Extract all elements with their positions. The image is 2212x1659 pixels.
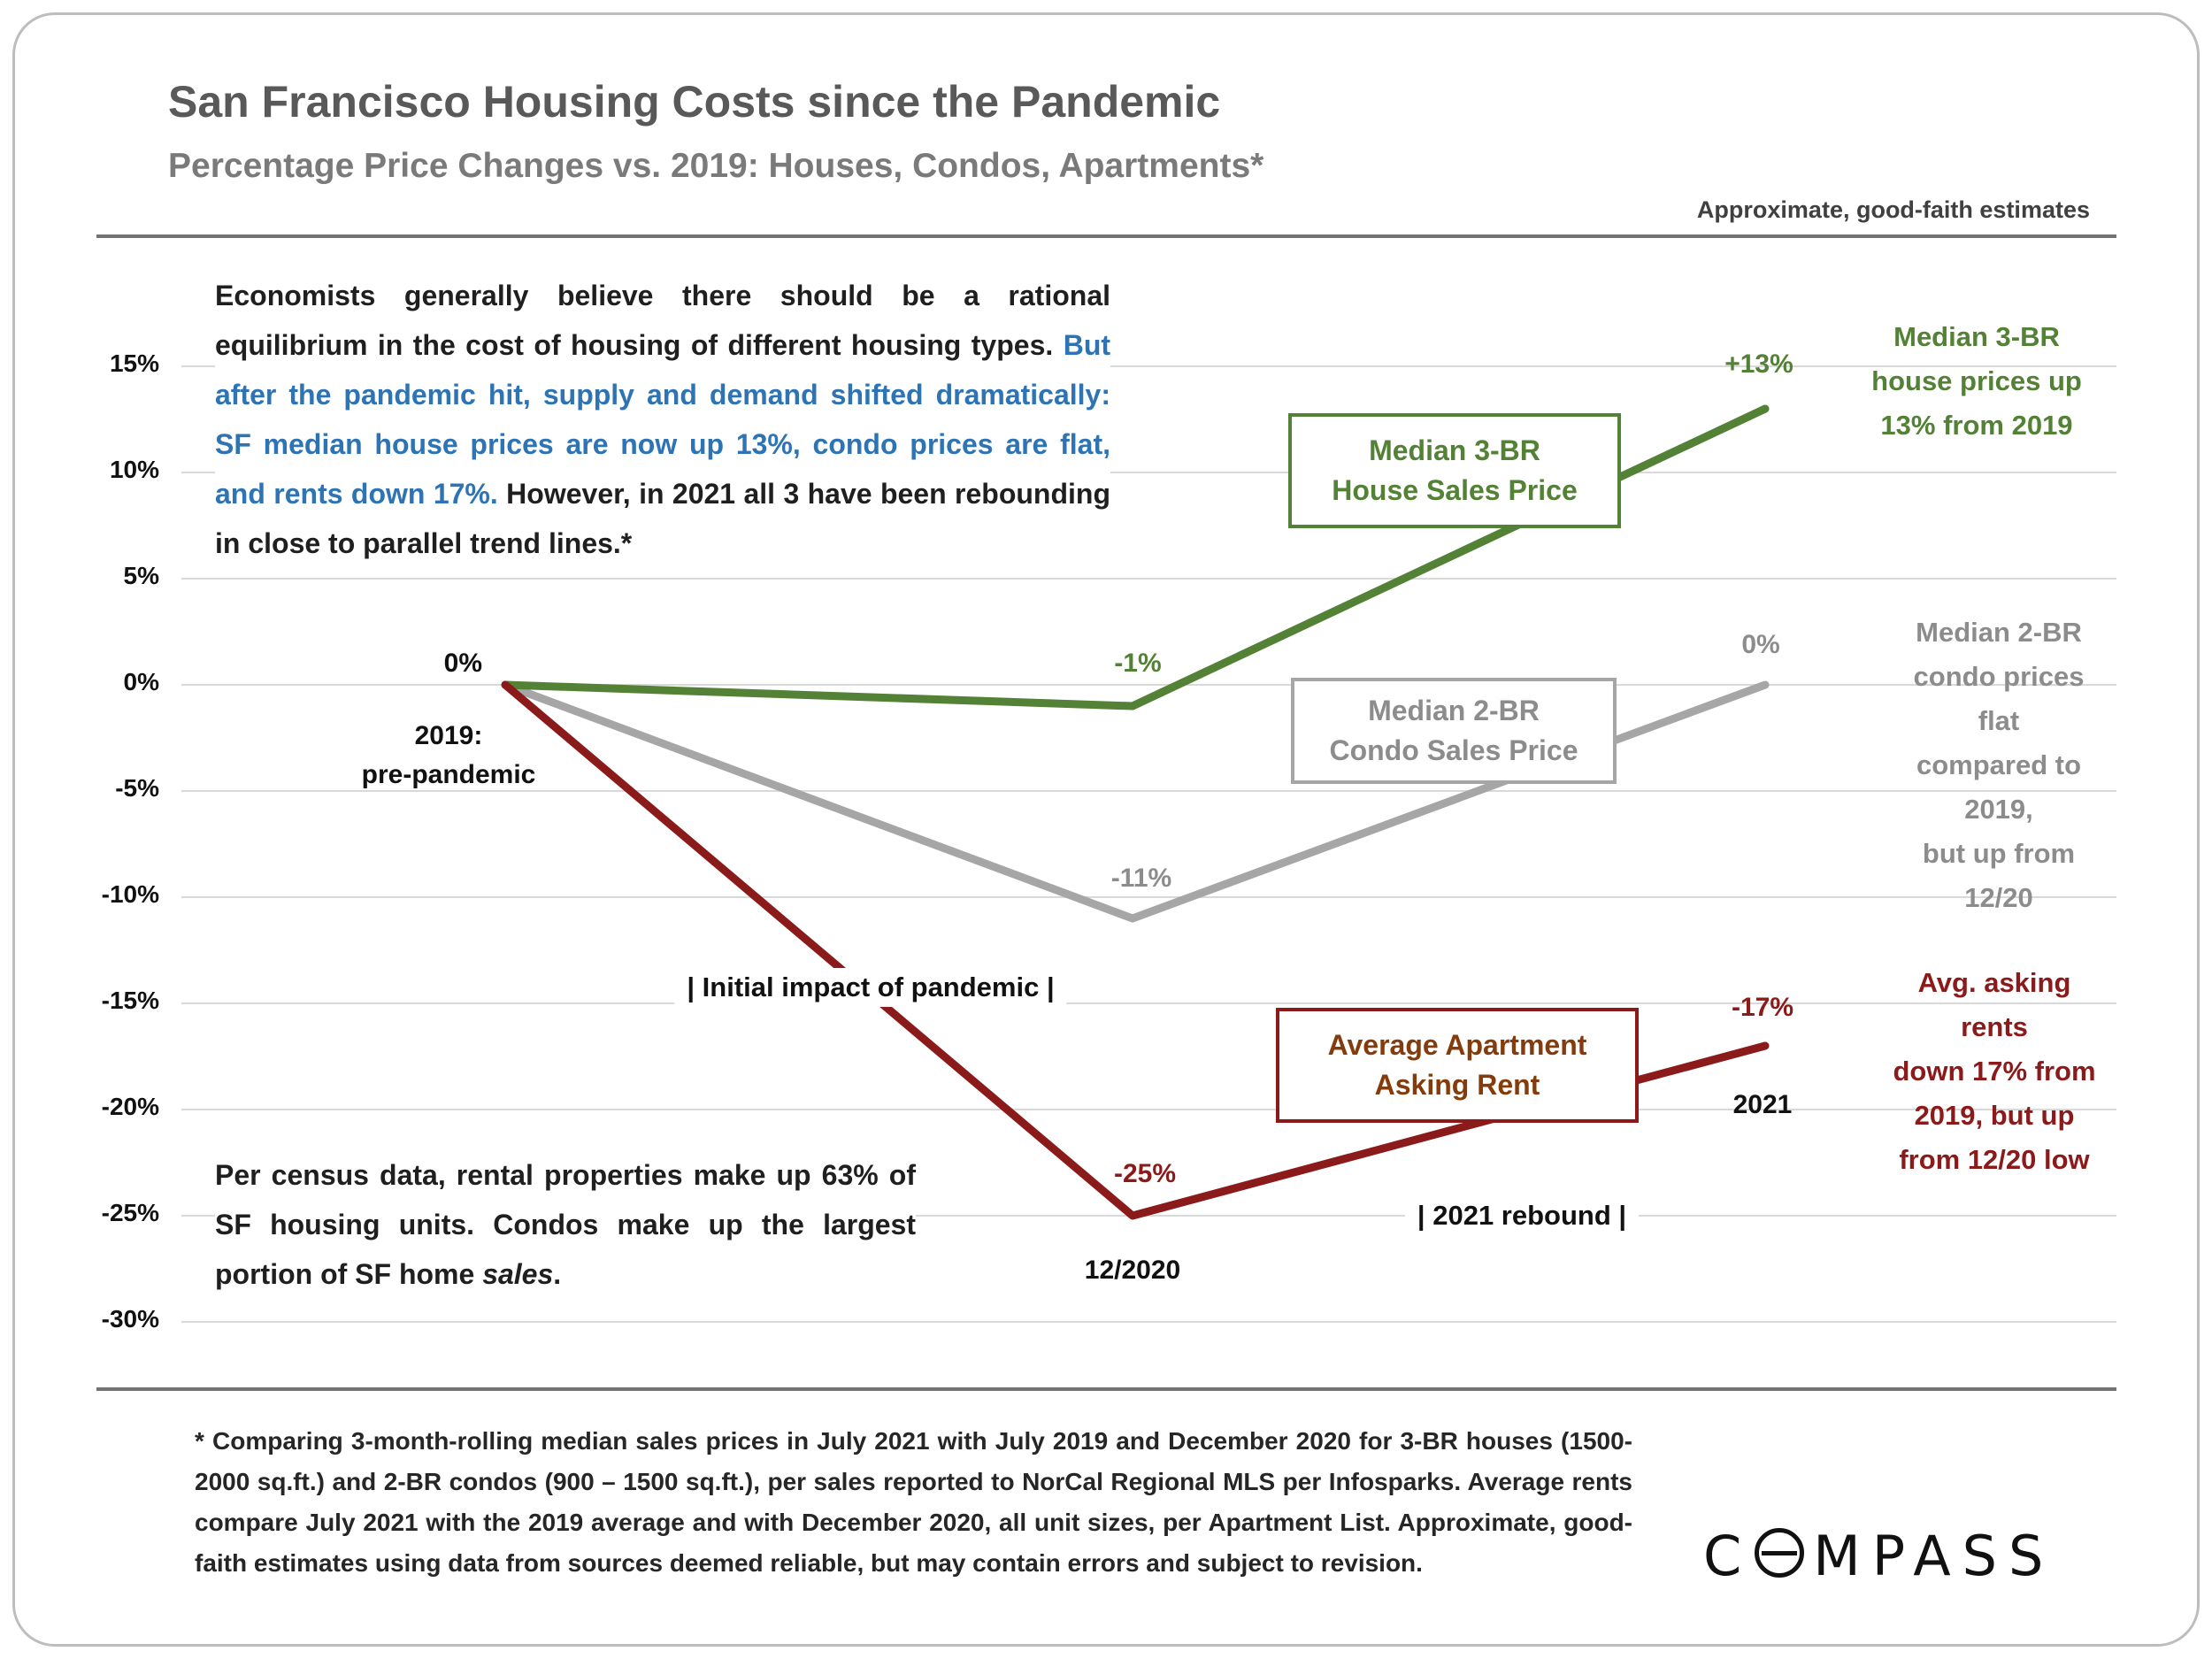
commentary-black-lead: Economists generally believe there shoul… (215, 280, 1110, 361)
rent-end-label: -17% (1731, 993, 1794, 1022)
x-label-2019: 2019: pre-pandemic (361, 721, 536, 789)
house-series-legend-box: Median 3-BR House Sales Price (1288, 413, 1621, 528)
estimates-note: Approximate, good-faith estimates (1696, 196, 2090, 223)
compass-logo: C MPASS (1703, 1524, 2055, 1588)
house-end-label: +13% (1724, 349, 1793, 379)
y-axis-tick-label: -5% (115, 774, 159, 802)
rent-annotation: Avg. asking rents down 17% from 2019, bu… (1893, 967, 2096, 1175)
commentary-paragraph: Economists generally believe there shoul… (215, 271, 1110, 568)
page-subtitle: Percentage Price Changes vs. 2019: House… (168, 147, 1264, 185)
rent-series-legend-box: Average Apartment Asking Rent (1276, 1008, 1639, 1123)
y-axis-tick-label: 5% (123, 562, 159, 589)
rent-mid-label: -25% (1113, 1159, 1177, 1188)
y-axis-tick-label: 10% (109, 456, 159, 483)
phase-initial-impact-label: | Initial impact of pandemic | (674, 968, 1067, 1007)
x-label-2021: 2021 (1732, 1090, 1793, 1119)
page-title: San Francisco Housing Costs since the Pa… (168, 77, 1221, 127)
y-axis-tick-label: -10% (101, 880, 159, 908)
compass-logo-o-icon (1755, 1528, 1805, 1578)
condo-series-legend-box: Median 2-BR Condo Sales Price (1291, 678, 1617, 784)
y-axis-tick-label: 15% (109, 349, 159, 377)
commentary-blue-highlight: But after the pandemic hit, supply and d… (215, 329, 1111, 510)
census-period: . (553, 1258, 562, 1290)
compass-logo-c: C (1703, 1524, 1754, 1588)
census-text: Per census data, rental properties make … (215, 1159, 916, 1290)
phase-2021-rebound-label: | 2021 rebound | (1404, 1196, 1640, 1235)
start-point-label: 0% (443, 649, 482, 678)
methodology-footnote: * Comparing 3-month-rolling median sales… (195, 1427, 1632, 1577)
condo-annotation: Median 2-BR condo prices flat compared t… (1913, 617, 2085, 913)
y-axis-tick-label: -15% (101, 987, 159, 1014)
condo-end-label: 0% (1741, 630, 1780, 659)
census-italic-word: sales (482, 1258, 554, 1290)
top-divider (96, 234, 2116, 238)
y-axis-tick-label: -20% (101, 1093, 159, 1120)
y-axis-tick-label: 0% (123, 668, 159, 695)
compass-logo-mpass: MPASS (1813, 1524, 2055, 1588)
y-axis-tick-label: -30% (101, 1305, 159, 1333)
commentary-black-tail: However, in 2021 all 3 have been rebound… (215, 478, 1111, 559)
house-annotation: Median 3-BR house prices up 13% from 201… (1871, 321, 2082, 441)
house-mid-label: -1% (1114, 649, 1162, 678)
census-paragraph: Per census data, rental properties make … (215, 1150, 916, 1299)
slide-border (12, 12, 2200, 1647)
condo-mid-label: -11% (1110, 864, 1172, 893)
bottom-divider (96, 1387, 2116, 1391)
x-label-12-2020: 12/2020 (1084, 1256, 1181, 1285)
y-axis-tick-label: -25% (101, 1199, 159, 1226)
